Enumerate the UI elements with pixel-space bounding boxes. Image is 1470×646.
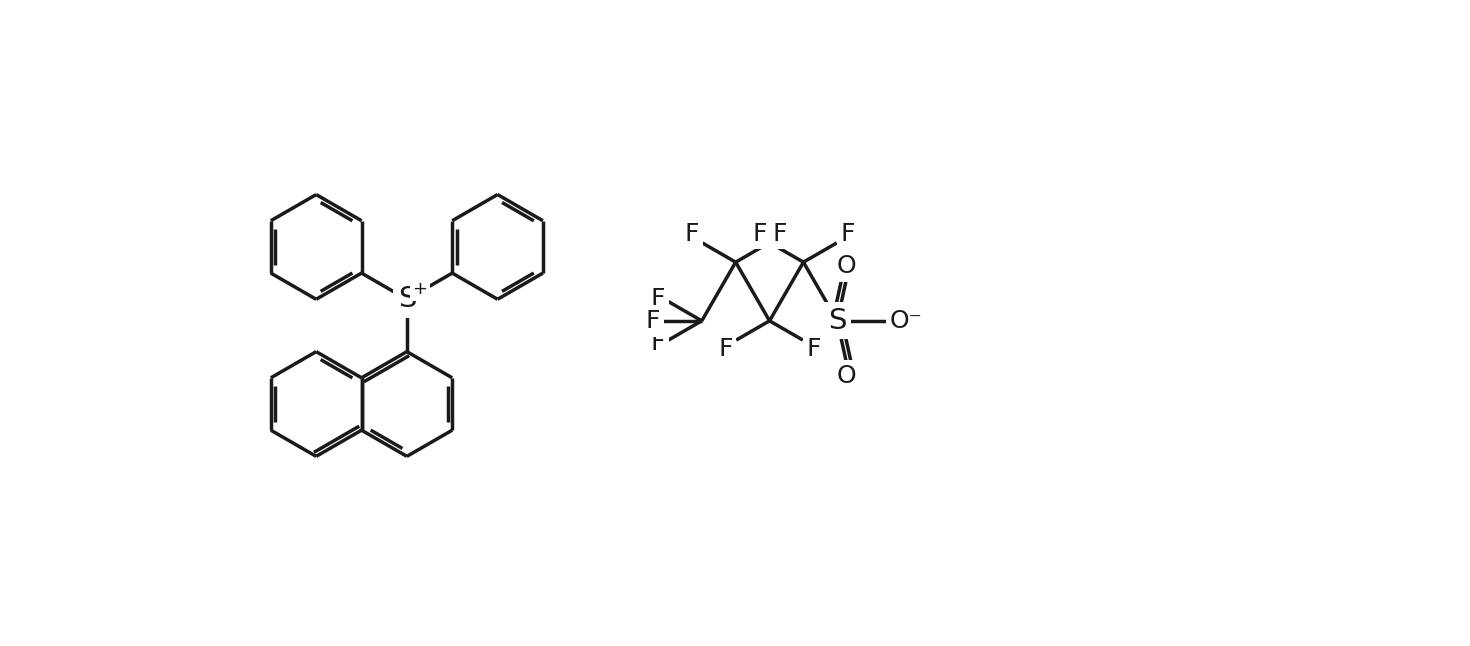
Text: O: O [836, 254, 857, 278]
Text: O⁻: O⁻ [889, 309, 922, 333]
Text: F: F [719, 337, 732, 361]
Text: F: F [650, 287, 664, 311]
Text: S: S [397, 286, 416, 313]
Text: O: O [836, 364, 857, 388]
Text: F: F [650, 331, 664, 355]
Text: S: S [828, 307, 847, 335]
Text: +: + [413, 280, 428, 298]
Text: F: F [841, 222, 854, 245]
Text: F: F [807, 337, 820, 361]
Text: F: F [753, 222, 766, 245]
Text: F: F [645, 309, 660, 333]
Text: F: F [685, 222, 698, 245]
Text: F: F [773, 222, 786, 245]
